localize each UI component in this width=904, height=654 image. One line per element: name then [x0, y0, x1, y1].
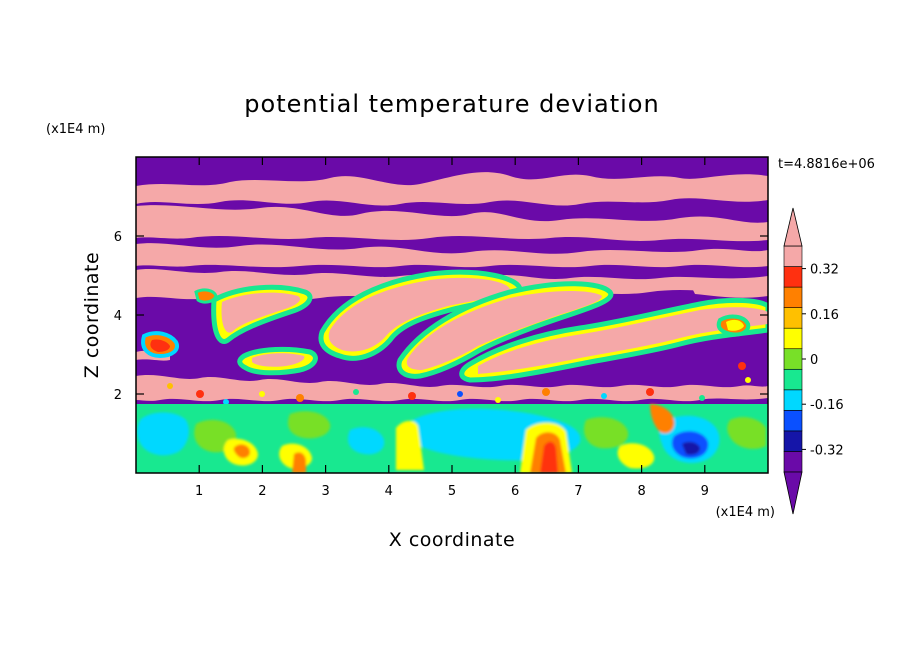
chart-title: potential temperature deviation — [244, 90, 659, 118]
navy-core-right — [682, 441, 700, 455]
right-warm-spot-core — [726, 319, 744, 331]
time-label: t=4.8816e+06 — [778, 157, 875, 172]
plume-core-3 — [406, 291, 602, 370]
x-tick-label: 2 — [258, 484, 266, 499]
y-tick-label: 4 — [114, 309, 122, 324]
x-tick-label: 9 — [701, 484, 709, 499]
colorbar-over-triangle — [783, 207, 803, 247]
contour-field — [136, 157, 768, 473]
y-axis-tick-labels: 2 4 6 — [114, 230, 122, 403]
x-axis-title: X coordinate — [389, 529, 515, 551]
upper-pink-band-2 — [136, 205, 768, 242]
upper-right-pink-patch — [690, 280, 768, 298]
boundary-layer-eddies — [137, 404, 766, 473]
green-swirl-2 — [287, 411, 331, 439]
x-tick-label: 5 — [448, 484, 456, 499]
plume-core-4 — [478, 307, 768, 374]
cyan-eddy-1 — [137, 412, 189, 456]
colorbar-tick-label: 0 — [810, 353, 818, 368]
colorbar-under-triangle — [783, 471, 803, 515]
plume-core-2 — [328, 277, 510, 352]
colorbar-tick-label: -0.16 — [810, 398, 844, 413]
y-axis-ticks — [136, 235, 768, 395]
y-tick-label: 2 — [114, 388, 122, 403]
plume-group — [141, 269, 768, 383]
colorbar-bin — [783, 410, 803, 432]
yellow-swirl-4 — [617, 443, 655, 469]
y-axis-unit: (x1E4 m) — [46, 122, 105, 137]
x-tick-label: 4 — [385, 484, 393, 499]
x-tick-label: 7 — [574, 484, 582, 499]
orange-spot-2 — [292, 452, 306, 473]
colorbar-tick-labels: 0.32 0.16 0 -0.16 -0.32 — [802, 263, 844, 458]
colorbar — [783, 207, 803, 515]
mixing-layer-speckles — [167, 362, 751, 405]
colorbar-bin — [783, 430, 803, 452]
colorbar-tick-label: -0.32 — [810, 443, 844, 458]
colorbar-bin — [783, 327, 803, 350]
colorbar-bin — [783, 266, 803, 288]
colorbar-bin — [783, 307, 803, 329]
mixing-layer-band — [136, 375, 768, 402]
x-tick-label: 1 — [195, 484, 203, 499]
plume-core-1 — [221, 292, 301, 333]
green-swirl-3 — [583, 417, 629, 449]
colorbar-tick-label: 0.32 — [810, 263, 839, 278]
y-tick-label: 6 — [114, 230, 122, 245]
colorbar-bin — [783, 368, 803, 391]
orange-ridge-right — [650, 404, 675, 434]
x-axis-unit: (x1E4 m) — [716, 505, 775, 520]
yellow-swirl-3 — [396, 420, 424, 470]
x-tick-label: 6 — [511, 484, 519, 499]
green-swirl-4 — [727, 417, 766, 449]
x-axis-tick-labels: 1 2 3 4 5 6 7 8 9 — [195, 484, 709, 499]
colorbar-tick-label: 0.16 — [810, 308, 839, 323]
colorbar-bin — [783, 389, 803, 411]
x-tick-label: 8 — [637, 484, 645, 499]
upper-left-warm-spot — [194, 288, 218, 304]
colorbar-bin — [783, 286, 803, 308]
orange-spot-1 — [233, 444, 250, 459]
upper-pink-band-1 — [136, 172, 768, 206]
upper-pink-band-3 — [136, 243, 768, 268]
cyan-eddy-4 — [347, 427, 385, 455]
colorbar-bin — [783, 451, 803, 473]
red-column — [540, 441, 558, 473]
x-axis-ticks — [198, 157, 706, 473]
left-warm-blob-core — [150, 339, 170, 352]
colorbar-bin — [783, 348, 803, 370]
colorbar-bin — [783, 245, 803, 267]
x-tick-label: 3 — [321, 484, 329, 499]
plume-core-5 — [252, 353, 305, 367]
y-axis-title: Z coordinate — [81, 252, 103, 378]
